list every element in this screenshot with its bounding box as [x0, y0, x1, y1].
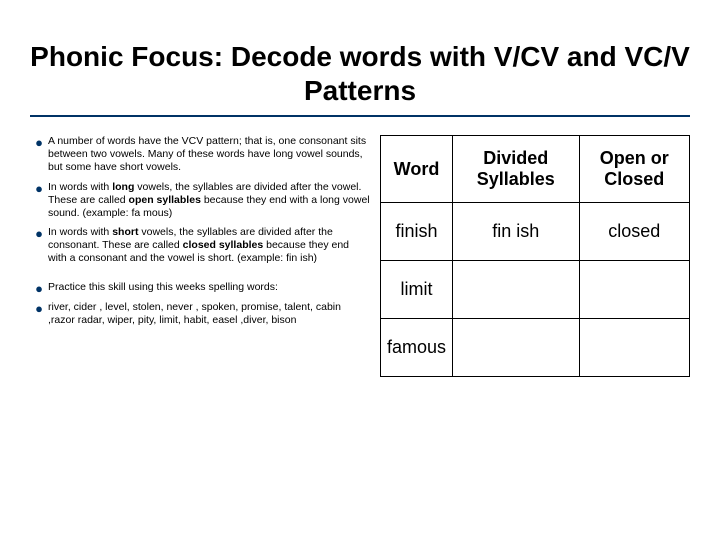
bullet-item: ● In words with long vowels, the syllabl…	[30, 181, 370, 220]
text-span: In words with	[48, 181, 112, 193]
bullet-item: ● Practice this skill using this weeks s…	[30, 281, 370, 295]
bullet-icon: ●	[30, 301, 48, 327]
text-span: In words with	[48, 226, 112, 238]
bullet-text: Practice this skill using this weeks spe…	[48, 281, 370, 295]
bullet-item: ● In words with short vowels, the syllab…	[30, 226, 370, 265]
bold-text: short	[112, 226, 138, 238]
bullet-text: A number of words have the VCV pattern; …	[48, 135, 370, 174]
bullet-list: ● A number of words have the VCV pattern…	[30, 135, 370, 376]
bold-text: closed syllables	[183, 239, 264, 251]
cell-word: limit	[381, 260, 453, 318]
bullet-text: In words with long vowels, the syllables…	[48, 181, 370, 220]
cell-type	[579, 260, 689, 318]
table-header-divided: Divided Syllables	[453, 136, 579, 202]
table-row: limit	[381, 260, 690, 318]
bullet-icon: ●	[30, 226, 48, 265]
bullet-text: In words with short vowels, the syllable…	[48, 226, 370, 265]
cell-type	[579, 318, 689, 376]
table-header-type: Open or Closed	[579, 136, 689, 202]
bullet-text: river, cider , level, stolen, never , sp…	[48, 301, 370, 327]
bold-text: open syllables	[129, 194, 201, 206]
table-header-word: Word	[381, 136, 453, 202]
cell-type: closed	[579, 202, 689, 260]
table-container: Word Divided Syllables Open or Closed fi…	[380, 135, 690, 376]
cell-divided: fin ish	[453, 202, 579, 260]
table-row: finish fin ish closed	[381, 202, 690, 260]
spacer	[30, 271, 370, 281]
bullet-icon: ●	[30, 181, 48, 220]
title-underline	[30, 115, 690, 117]
cell-divided	[453, 318, 579, 376]
bullet-icon: ●	[30, 135, 48, 174]
slide-container: Phonic Focus: Decode words with V/CV and…	[0, 0, 720, 540]
bullet-item: ● river, cider , level, stolen, never , …	[30, 301, 370, 327]
cell-divided	[453, 260, 579, 318]
syllable-table: Word Divided Syllables Open or Closed fi…	[380, 135, 690, 376]
bold-text: long	[112, 181, 134, 193]
table-header-row: Word Divided Syllables Open or Closed	[381, 136, 690, 202]
cell-word: finish	[381, 202, 453, 260]
bullet-icon: ●	[30, 281, 48, 295]
cell-word: famous	[381, 318, 453, 376]
slide-title: Phonic Focus: Decode words with V/CV and…	[30, 40, 690, 107]
content-row: ● A number of words have the VCV pattern…	[30, 135, 690, 376]
table-row: famous	[381, 318, 690, 376]
bullet-item: ● A number of words have the VCV pattern…	[30, 135, 370, 174]
